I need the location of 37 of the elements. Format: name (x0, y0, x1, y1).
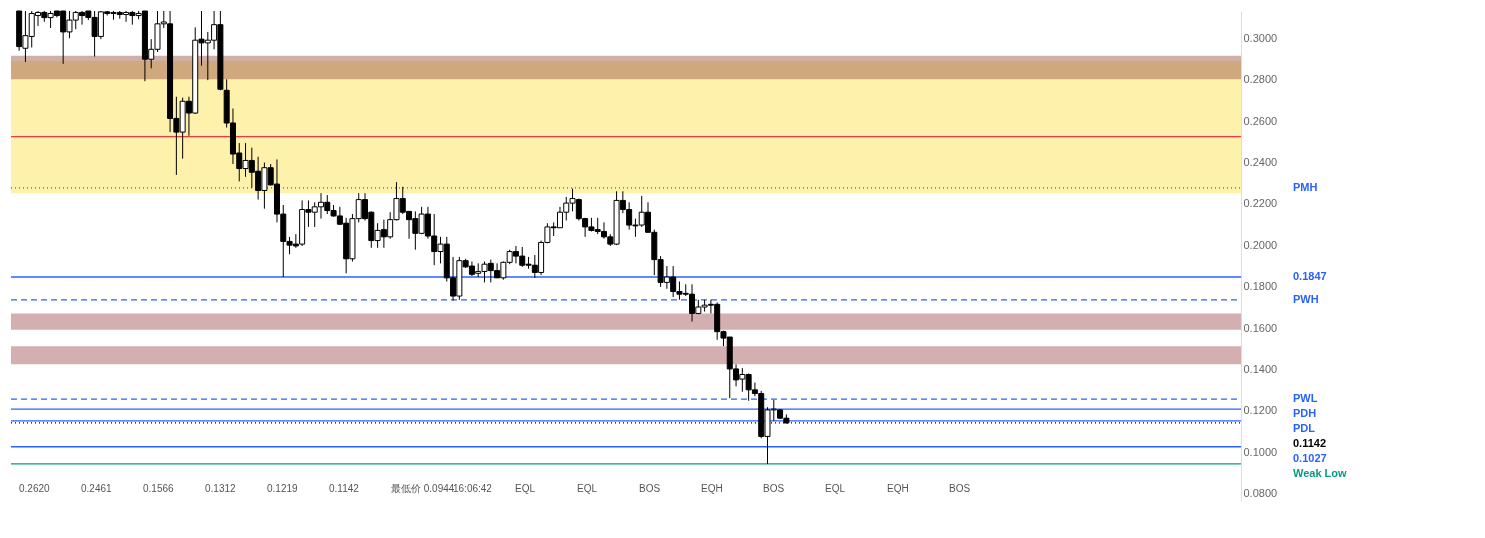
ref-line-label: PDL (1293, 422, 1316, 435)
ref-line-label: Weak Low (1293, 467, 1348, 480)
ref-line-label: PMH (1293, 180, 1318, 193)
annotation: EQH (701, 483, 723, 494)
y-tick-label: 0.1600 (1243, 321, 1278, 334)
y-tick-label: 0.1200 (1243, 404, 1278, 417)
annotation: 0.1312 (205, 483, 237, 494)
annotation: EQL (515, 483, 536, 494)
annotation: 16:06:42 (453, 483, 493, 494)
ref-line-label: PDH (1293, 407, 1317, 420)
y-tick-label: 0.2000 (1243, 238, 1278, 251)
annotation: 0.2620 (19, 483, 51, 494)
annotation: 最低价 0.0944 (391, 483, 455, 494)
annotation: BOS (639, 483, 661, 494)
ref-line-label: PWL (1293, 392, 1318, 405)
ref-line-label: 0.1847 (1293, 270, 1327, 283)
ref-line-label: 0.1027 (1293, 452, 1327, 465)
y-tick-label: 0.2400 (1243, 156, 1278, 169)
y-tick-label: 0.2600 (1243, 114, 1278, 127)
annotation: 0.2461 (81, 483, 113, 494)
y-tick-label: 0.3000 (1243, 31, 1278, 44)
annotation: EQH (887, 483, 909, 494)
y-tick-label: 0.1000 (1243, 445, 1278, 458)
annotation: 0.1566 (143, 483, 175, 494)
y-tick-label: 0.0800 (1243, 487, 1278, 500)
ref-line-label: 0.1142 (1293, 437, 1327, 450)
y-tick-label: 0.1400 (1243, 363, 1278, 376)
y-tick-label: 0.2800 (1243, 73, 1278, 86)
annotation: BOS (949, 483, 971, 494)
annotation: 0.1219 (267, 483, 299, 494)
ref-line-label: PWH (1293, 292, 1319, 305)
annotation: EQL (577, 483, 598, 494)
annotation: EQL (825, 483, 846, 494)
y-tick-label: 0.1800 (1243, 280, 1278, 293)
y-tick-label: 0.2200 (1243, 197, 1278, 210)
annotation: 0.1142 (329, 483, 360, 494)
annotation: BOS (763, 483, 785, 494)
